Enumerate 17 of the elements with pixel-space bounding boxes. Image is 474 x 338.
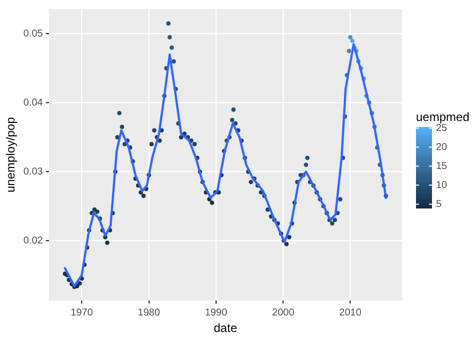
y-tick-label: 0.03	[23, 166, 44, 178]
x-tick-label: 1980	[138, 307, 160, 318]
y-tick-label: 0.02	[23, 235, 44, 246]
x-axis-title: date	[214, 321, 238, 336]
x-tick-label: 1990	[204, 307, 228, 318]
y-tick-label: 0.04	[23, 98, 44, 109]
color-bar-label: 20	[436, 142, 448, 153]
color-bar-label: 10	[436, 180, 448, 191]
y-tick-label: 0.05	[23, 28, 44, 40]
color-bar-title: uempmed	[416, 110, 470, 124]
y-axis-title: unemploy/pop	[4, 116, 18, 192]
color-bar-label: 5	[436, 198, 442, 210]
x-tick-label: 2000	[272, 307, 295, 318]
x-tick-label: 1970	[70, 307, 94, 318]
color-bar-label: 25	[436, 122, 448, 134]
color-bar-label: 15	[436, 160, 448, 172]
x-tick-label: 2010	[339, 307, 362, 318]
